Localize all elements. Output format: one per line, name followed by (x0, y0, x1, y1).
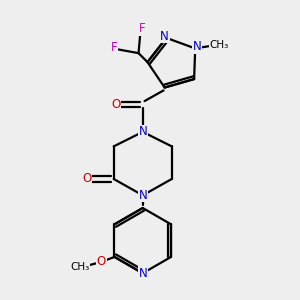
Text: O: O (111, 98, 120, 111)
Text: N: N (138, 189, 147, 202)
Text: F: F (111, 41, 118, 54)
Text: N: N (138, 125, 147, 138)
Text: N: N (160, 30, 169, 43)
Text: O: O (82, 172, 91, 185)
Text: F: F (139, 22, 146, 35)
Text: N: N (138, 267, 147, 280)
Text: CH₃: CH₃ (209, 40, 228, 50)
Text: CH₃: CH₃ (70, 262, 89, 272)
Text: N: N (193, 40, 201, 53)
Text: O: O (97, 255, 106, 268)
